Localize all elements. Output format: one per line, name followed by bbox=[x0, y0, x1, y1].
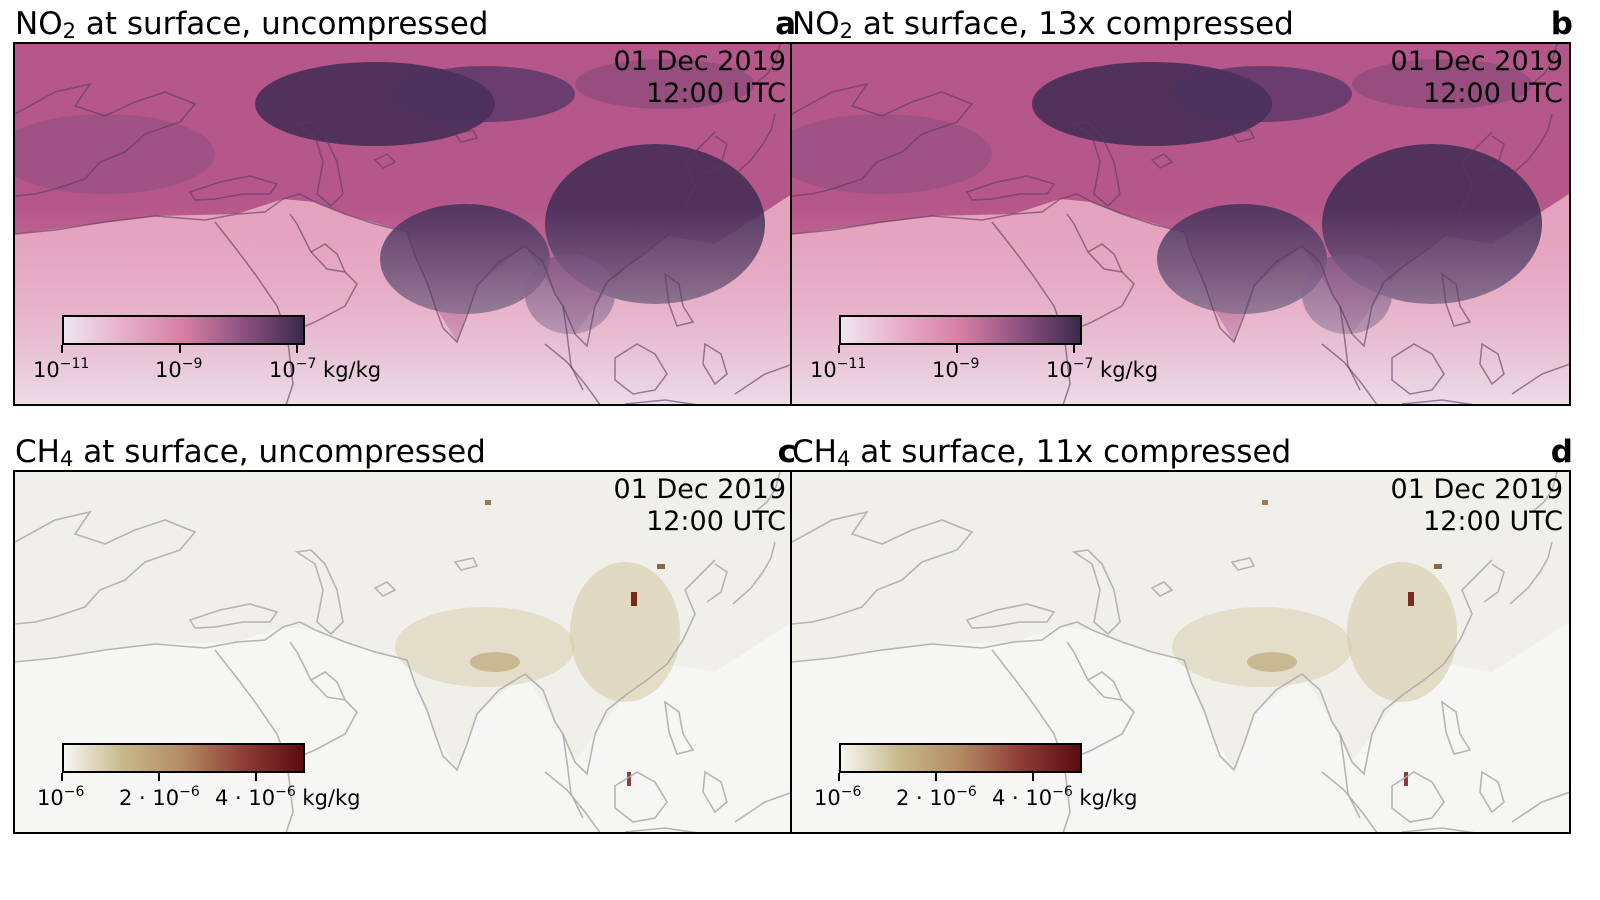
colorbar-tick bbox=[61, 773, 63, 781]
date-label: 01 Dec 2019 bbox=[1390, 474, 1563, 505]
timestamp: 01 Dec 2019 12:00 UTC bbox=[614, 46, 786, 110]
time-label: 12:00 UTC bbox=[646, 506, 786, 537]
colorbar bbox=[62, 743, 305, 773]
methane-hotspot bbox=[1434, 564, 1442, 569]
colorbar-tick bbox=[296, 345, 298, 353]
colorbar-tick bbox=[158, 773, 160, 781]
colorbar-tick bbox=[61, 345, 63, 353]
landmass bbox=[792, 472, 1569, 770]
colorbar-tick bbox=[838, 345, 840, 353]
panel-c-title: CH4 at surface, uncompressed bbox=[15, 434, 486, 471]
timestamp: 01 Dec 2019 12:00 UTC bbox=[614, 474, 786, 538]
colorbar bbox=[839, 315, 1082, 345]
no2-map bbox=[15, 44, 792, 404]
colorbar-tick-label: 10−6 bbox=[37, 784, 85, 810]
methane-hotspot bbox=[485, 500, 491, 505]
panel-b-letter: b bbox=[1550, 6, 1573, 42]
colorbar bbox=[62, 315, 305, 345]
panel-c-letter: c bbox=[777, 434, 796, 470]
date-label: 01 Dec 2019 bbox=[1390, 46, 1563, 77]
colorbar-tick bbox=[935, 773, 937, 781]
methane-hotspot bbox=[657, 564, 665, 569]
panel-a-title: NO2 at surface, uncompressed bbox=[15, 6, 489, 43]
panel-d-letter: d bbox=[1550, 434, 1573, 470]
panel-a: NO2 at surface, uncompressed a 01 Dec 20… bbox=[13, 6, 796, 408]
date-label: 01 Dec 2019 bbox=[613, 474, 786, 505]
date-label: 01 Dec 2019 bbox=[613, 46, 786, 77]
timestamp: 01 Dec 2019 12:00 UTC bbox=[1391, 474, 1563, 538]
map-frame: 01 Dec 2019 12:00 UTC 10−6 2 · 10−6 4 · … bbox=[790, 470, 1571, 834]
colorbar-tick bbox=[1032, 773, 1034, 781]
colorbar-tick-label: 10−9 bbox=[932, 356, 980, 382]
map-frame: 01 Dec 2019 12:00 UTC 10−11 10−9 10−7 kg… bbox=[13, 42, 794, 406]
panel-c: CH4 at surface, uncompressed c 01 Dec 20… bbox=[13, 434, 796, 836]
panel-a-letter: a bbox=[775, 6, 796, 42]
colorbar-tick-label: 10−7 kg/kg bbox=[269, 356, 382, 382]
colorbar-tick-label: 10−9 bbox=[155, 356, 203, 382]
timestamp: 01 Dec 2019 12:00 UTC bbox=[1391, 46, 1563, 110]
methane-hotspot bbox=[1262, 500, 1268, 505]
colorbar-tick-label: 10−11 bbox=[810, 356, 867, 382]
ch4-map bbox=[792, 472, 1569, 832]
methane-hotspot bbox=[627, 772, 631, 786]
panel-b: NO2 at surface, 13x compressed b 01 Dec … bbox=[790, 6, 1573, 408]
methane-plume bbox=[1247, 652, 1297, 672]
colorbar-tick-label: 10−6 bbox=[814, 784, 862, 810]
colorbar-tick-label: 4 · 10−6 kg/kg bbox=[992, 784, 1138, 810]
colorbar-tick bbox=[1073, 345, 1075, 353]
colorbar-tick bbox=[956, 345, 958, 353]
colorbar-tick bbox=[179, 345, 181, 353]
panel-b-title: NO2 at surface, 13x compressed bbox=[792, 6, 1294, 43]
colorbar bbox=[839, 743, 1082, 773]
time-label: 12:00 UTC bbox=[1423, 78, 1563, 109]
methane-hotspot bbox=[1404, 772, 1408, 786]
colorbar-tick-label: 10−7 kg/kg bbox=[1046, 356, 1159, 382]
colorbar-tick-label: 2 · 10−6 bbox=[119, 784, 200, 810]
methane-plume bbox=[470, 652, 520, 672]
map-frame: 01 Dec 2019 12:00 UTC 10−6 2 · 10−6 4 · … bbox=[13, 470, 794, 834]
landmass bbox=[15, 472, 792, 770]
colorbar-tick-label: 2 · 10−6 bbox=[896, 784, 977, 810]
panel-d: CH4 at surface, 11x compressed d 01 Dec … bbox=[790, 434, 1573, 836]
methane-plume bbox=[570, 562, 680, 702]
methane-hotspot bbox=[631, 592, 637, 606]
colorbar-tick bbox=[255, 773, 257, 781]
colorbar-tick-label: 4 · 10−6 kg/kg bbox=[215, 784, 361, 810]
methane-plume bbox=[395, 607, 575, 687]
panel-d-title: CH4 at surface, 11x compressed bbox=[792, 434, 1292, 471]
time-label: 12:00 UTC bbox=[1423, 506, 1563, 537]
time-label: 12:00 UTC bbox=[646, 78, 786, 109]
methane-hotspot bbox=[1408, 592, 1414, 606]
methane-plume bbox=[1347, 562, 1457, 702]
colorbar-tick bbox=[838, 773, 840, 781]
map-frame: 01 Dec 2019 12:00 UTC 10−11 10−9 10−7 kg… bbox=[790, 42, 1571, 406]
methane-plume bbox=[1172, 607, 1352, 687]
colorbar-tick-label: 10−11 bbox=[33, 356, 90, 382]
